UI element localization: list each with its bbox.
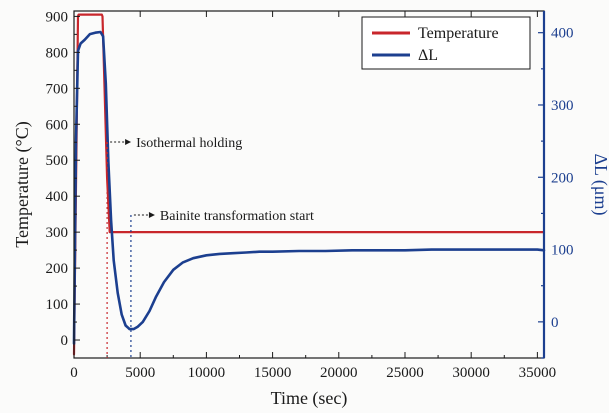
x-tick-label: 20000 (320, 365, 358, 381)
x-axis-title: Time (sec) (271, 388, 348, 409)
legend-box (361, 16, 531, 70)
x-tick-label: 0 (70, 365, 78, 381)
y-tick-label: 600 (46, 117, 69, 133)
annotation-label: Isothermal holding (136, 136, 242, 151)
annotation-arrow-head (125, 139, 132, 145)
y-tick-label: 100 (46, 297, 69, 313)
y-tick-label: 500 (46, 153, 69, 169)
annotation-label: Bainite transformation start (160, 209, 314, 224)
y2-axis-title: ΔL (μm) (590, 153, 609, 215)
legend-label: Temperature (418, 25, 499, 42)
y2-tick-label: 0 (551, 315, 559, 331)
y-axis-title: Temperature (°C) (12, 121, 33, 247)
x-tick-label: 30000 (452, 365, 490, 381)
y-tick-label: 800 (46, 45, 69, 61)
y2-tick-label: 300 (551, 98, 574, 114)
y-tick-label: 300 (46, 225, 69, 241)
y2-tick-label: 100 (551, 243, 574, 259)
x-tick-label: 10000 (188, 365, 226, 381)
x-tick-label: 5000 (125, 365, 155, 381)
y-tick-label: 400 (46, 189, 69, 205)
y-tick-label: 700 (46, 81, 69, 97)
y-tick-label: 200 (46, 261, 69, 277)
y-tick-label: 900 (46, 9, 69, 25)
y2-tick-label: 200 (551, 170, 574, 186)
legend-label: ΔL (418, 47, 438, 64)
series-line-delta-l (72, 30, 546, 345)
y2-tick-label: 400 (551, 26, 574, 42)
annotation-arrow-head (148, 212, 155, 218)
y-tick-label: 0 (61, 333, 69, 349)
x-tick-label: 35000 (519, 365, 557, 381)
x-tick-label: 25000 (386, 365, 424, 381)
x-tick-label: 15000 (254, 365, 292, 381)
